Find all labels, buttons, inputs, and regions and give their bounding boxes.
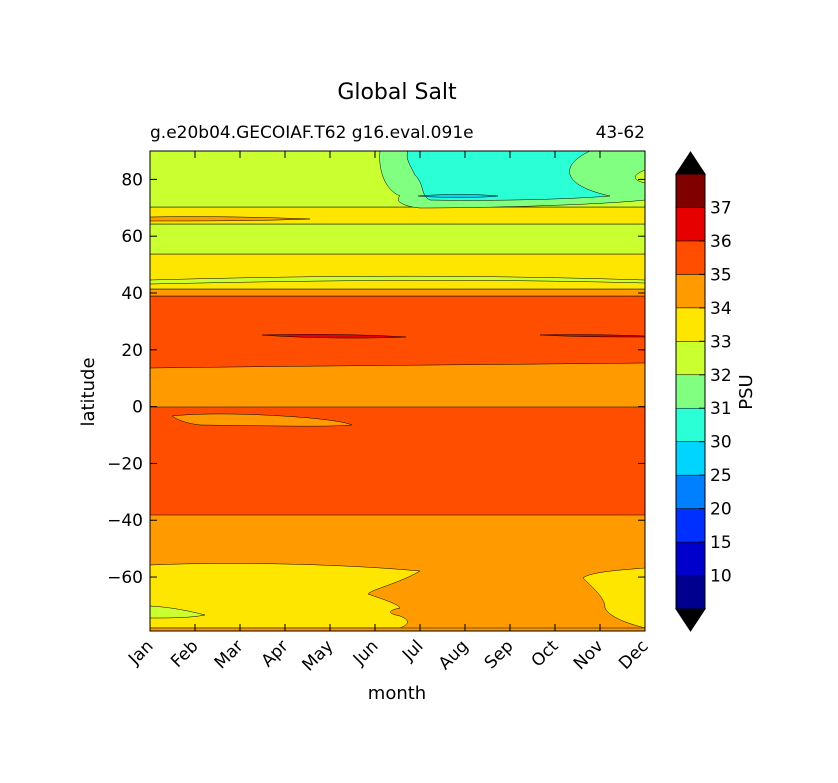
contour-region-34-high bbox=[150, 216, 311, 222]
x-tick-label: Jul bbox=[398, 636, 427, 665]
colorbar-swatch bbox=[675, 207, 706, 242]
colorbar-tick-label: 37 bbox=[710, 198, 732, 218]
colorbar-swatch bbox=[675, 541, 706, 576]
y-tick-label: 60 bbox=[121, 227, 143, 247]
chart-subtitle-left: g.e20b04.GECOIAF.T62 g16.eval.091e bbox=[150, 123, 474, 143]
y-tick-label: −20 bbox=[107, 454, 143, 474]
colorbar-swatch bbox=[675, 474, 706, 509]
colorbar-swatch bbox=[675, 240, 706, 275]
plot-frame bbox=[149, 150, 646, 632]
x-tick-label: Jan bbox=[124, 636, 157, 669]
y-tick-label: 20 bbox=[121, 341, 143, 361]
colorbar-swatch bbox=[675, 374, 706, 409]
x-tick-label: Nov bbox=[570, 636, 608, 674]
colorbar-swatch bbox=[675, 274, 706, 309]
contour-region-35-north bbox=[150, 295, 645, 369]
y-tick-label: 80 bbox=[121, 170, 143, 190]
y-tick-label: −40 bbox=[107, 511, 143, 531]
contour-region-36b bbox=[539, 334, 645, 338]
colorbar-swatch bbox=[675, 441, 706, 476]
colorbar-swatch bbox=[675, 508, 706, 543]
x-tick-label: Sep bbox=[481, 636, 518, 673]
colorbar-frame bbox=[675, 173, 706, 610]
plot-area bbox=[150, 151, 645, 631]
colorbar-tick-label: 34 bbox=[710, 299, 732, 319]
chart-title: Global Salt bbox=[337, 80, 457, 105]
contour-region-33-high bbox=[150, 206, 645, 225]
colorbar-extend-max bbox=[675, 151, 706, 175]
chart-subtitle-right: 43-62 bbox=[596, 123, 645, 143]
contour-region-south-edge bbox=[150, 627, 645, 631]
colorbar-swatch bbox=[675, 407, 706, 442]
colorbar-label: PSU bbox=[736, 374, 757, 409]
contour-region-30-arctic bbox=[406, 151, 611, 201]
colorbar-tick-label: 33 bbox=[710, 332, 732, 352]
colorbar-swatch bbox=[675, 173, 706, 208]
x-tick-label: Feb bbox=[167, 636, 202, 671]
colorbar-tick-label: 15 bbox=[710, 533, 732, 553]
x-tick-label: Apr bbox=[258, 636, 293, 671]
colorbar-tick-label: 10 bbox=[710, 567, 732, 587]
colorbar-tick-label: 25 bbox=[710, 466, 732, 486]
colorbar-swatch bbox=[675, 575, 706, 610]
y-axis-label: latitude bbox=[78, 357, 99, 426]
x-axis-label: month bbox=[368, 683, 426, 704]
contour-region-33 bbox=[150, 563, 421, 629]
contour-region-33b bbox=[582, 567, 645, 629]
colorbar-tick-label: 32 bbox=[710, 366, 732, 386]
colorbar-tick-label: 36 bbox=[710, 232, 732, 252]
colorbar: 10 15 20 25 30 31 32 33 34 35 36 37 bbox=[675, 151, 732, 632]
y-tick-label: 40 bbox=[121, 284, 143, 304]
contour-region-35-south bbox=[150, 406, 645, 516]
x-tick-label: Oct bbox=[528, 636, 563, 671]
x-tick-label: May bbox=[299, 636, 338, 675]
contour-region-25-arctic bbox=[417, 194, 499, 198]
colorbar-tick-label: 31 bbox=[710, 399, 732, 419]
y-tick-label: −60 bbox=[107, 568, 143, 588]
colorbar-swatch bbox=[675, 307, 706, 342]
contour-region-32-south bbox=[150, 605, 206, 619]
colorbar-extend-min bbox=[675, 608, 706, 632]
contour-region-36 bbox=[261, 334, 407, 339]
x-tick-label: Mar bbox=[211, 636, 248, 673]
y-tick-label: 0 bbox=[132, 398, 143, 418]
contour-region-34-north bbox=[150, 288, 645, 297]
contour-region-34-patch bbox=[171, 413, 353, 427]
x-tick-label: Aug bbox=[435, 636, 473, 674]
colorbar-tick-label: 35 bbox=[710, 265, 732, 285]
x-tick-label: Jun bbox=[349, 636, 383, 670]
x-tick-label: Dec bbox=[615, 636, 652, 673]
colorbar-tick-label: 30 bbox=[710, 433, 732, 453]
contour-region-32-upper bbox=[150, 223, 645, 255]
contour-region-33-mid bbox=[150, 253, 645, 290]
contour-region-32-mid bbox=[150, 275, 645, 285]
y-axis: 80 60 40 20 0 −20 −40 −60 bbox=[107, 170, 645, 588]
colorbar-tick-label: 20 bbox=[710, 500, 732, 520]
colorbar-swatch bbox=[675, 341, 706, 376]
